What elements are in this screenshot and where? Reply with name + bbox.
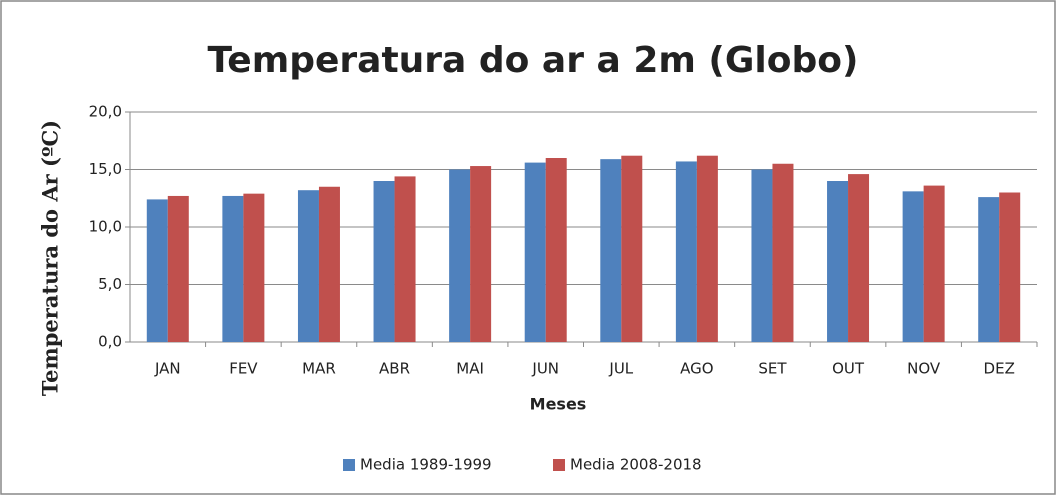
- y-tick-label: 5,0: [98, 275, 122, 293]
- bar: [470, 166, 492, 342]
- bar: [394, 176, 416, 342]
- bar: [524, 162, 546, 342]
- bar: [999, 192, 1021, 342]
- bar: [545, 158, 567, 342]
- chart-title: Temperatura do ar a 2m (Globo): [208, 40, 859, 81]
- bar: [751, 169, 773, 342]
- bar: [621, 155, 643, 342]
- legend-swatch: [553, 459, 565, 471]
- legend-label: Media 2008-2018: [570, 456, 702, 474]
- bar: [318, 186, 340, 342]
- x-tick-label: MAI: [456, 360, 484, 378]
- x-tick-label: OUT: [832, 360, 865, 378]
- legend-swatch: [343, 459, 355, 471]
- bar: [373, 181, 395, 342]
- x-tick-label: JAN: [154, 360, 181, 378]
- legend-label: Media 1989-1999: [360, 456, 492, 474]
- bar: [827, 181, 849, 342]
- x-tick-label: NOV: [907, 360, 941, 378]
- bar: [167, 195, 189, 342]
- bar: [449, 169, 471, 342]
- y-axis-label: Temperatura do Ar (ºC): [38, 120, 63, 396]
- bar: [902, 191, 924, 342]
- bar: [222, 195, 244, 342]
- y-tick-label: 20,0: [89, 103, 122, 121]
- x-tick-label: DEZ: [984, 360, 1015, 378]
- bar: [772, 163, 794, 342]
- y-tick-label: 15,0: [89, 160, 122, 178]
- y-tick-label: 0,0: [98, 333, 122, 351]
- x-tick-label: JUN: [531, 360, 559, 378]
- x-tick-label: AGO: [680, 360, 713, 378]
- y-tick-label: 10,0: [89, 218, 122, 236]
- x-tick-label: JUL: [608, 360, 633, 378]
- x-tick-label: SET: [758, 360, 787, 378]
- bar: [297, 190, 319, 342]
- x-axis-label: Meses: [530, 395, 587, 414]
- bar: [696, 155, 718, 342]
- bar: [146, 199, 168, 342]
- bar: [600, 159, 622, 342]
- bar: [978, 197, 1000, 342]
- bar: [923, 185, 945, 342]
- x-tick-label: ABR: [379, 360, 410, 378]
- x-tick-label: FEV: [229, 360, 258, 378]
- x-tick-label: MAR: [302, 360, 336, 378]
- bar: [243, 193, 265, 342]
- bar: [675, 161, 697, 342]
- bar: [848, 174, 870, 342]
